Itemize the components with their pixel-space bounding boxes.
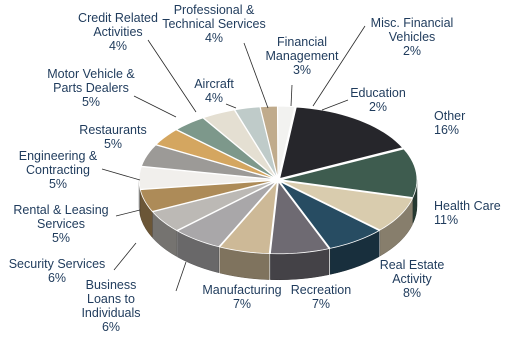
slice-value-label: 2% xyxy=(403,44,421,58)
slice-label-line: Misc. Financial xyxy=(371,16,454,30)
slice-label: Professional & Technical Services 4% xyxy=(162,3,266,45)
label-leader-line xyxy=(321,99,349,111)
slice-label: Business Loans to Individuals 6% xyxy=(81,278,140,334)
label-leader-line xyxy=(147,39,197,113)
slice-label: Financial Management 3% xyxy=(266,35,339,77)
slice-label-line: Manufacturing xyxy=(202,283,281,297)
pie-slice xyxy=(138,166,276,190)
slice-label-line: Financial xyxy=(277,35,327,49)
pie-slice xyxy=(269,180,330,255)
slice-label-line: Contracting xyxy=(26,163,90,177)
slice-label: Misc. Financial Vehicles 2% xyxy=(371,16,454,58)
pie-slice xyxy=(202,109,278,179)
slice-value-label: 4% xyxy=(205,31,223,45)
pie-slice xyxy=(175,117,277,179)
slice-label-line: Technical Services xyxy=(162,17,266,31)
label-leader-line xyxy=(113,242,137,271)
label-leader-line xyxy=(101,168,141,181)
pie-slice xyxy=(277,105,296,179)
slice-value-label: 5% xyxy=(49,177,67,191)
slice-value-label: 3% xyxy=(293,63,311,77)
pie-slice xyxy=(151,180,276,231)
slice-label: Credit Related Activities 4% xyxy=(78,11,158,53)
slice-label-line: Recreation xyxy=(291,283,351,297)
slice-label-line: Education xyxy=(350,86,406,100)
slice-label: Security Services 6% xyxy=(9,257,106,285)
slice-label: Motor Vehicle & Parts Dealers 5% xyxy=(47,67,135,109)
slice-label-line: Security Services xyxy=(9,257,106,271)
pie-slice xyxy=(280,148,418,198)
label-leader-line xyxy=(225,103,237,109)
slice-value-label: 5% xyxy=(104,137,122,151)
pie-slice xyxy=(279,181,381,249)
label-leader-line xyxy=(243,42,269,109)
label-leader-line xyxy=(115,209,141,217)
slice-value-label: 7% xyxy=(312,297,330,311)
slice-value-label: 5% xyxy=(52,231,70,245)
pie-slice xyxy=(176,181,277,248)
slice-label-line: Parts Dealers xyxy=(53,81,129,95)
slice-label: Aircraft 4% xyxy=(194,77,234,105)
slice-label: Restaurants 5% xyxy=(79,123,146,151)
slice-label-line: Aircraft xyxy=(194,77,234,91)
slice-label-line: Activities xyxy=(93,25,142,39)
slice-label: Rental & Leasing Services 5% xyxy=(13,203,108,245)
slice-label: Manufacturing 7% xyxy=(202,283,281,311)
slice-value-label: 8% xyxy=(403,286,421,300)
slice-label-line: Health Care xyxy=(434,199,501,213)
label-leader-line xyxy=(133,95,177,118)
slice-label-line: Individuals xyxy=(81,306,140,320)
slice-value-label: 16% xyxy=(434,123,459,137)
slice-label-line: Real Estate xyxy=(380,258,445,272)
slice-label-line: Motor Vehicle & xyxy=(47,67,135,81)
pie-slice xyxy=(234,106,278,179)
slice-value-label: 6% xyxy=(102,320,120,334)
slice-value-label: 2% xyxy=(369,100,387,114)
slice-label: Real Estate Activity 8% xyxy=(380,258,445,300)
slice-label-line: Professional & xyxy=(174,3,255,17)
slice-value-label: 4% xyxy=(205,91,223,105)
slice-label-line: Services xyxy=(37,217,85,231)
slice-label-line: Loans to xyxy=(87,292,135,306)
slice-value-label: 5% xyxy=(82,95,100,109)
slice-value-label: 7% xyxy=(233,297,251,311)
slice-label-line: Credit Related xyxy=(78,11,158,25)
slice-value-label: 11% xyxy=(434,213,458,227)
slice-label: Health Care 11% xyxy=(434,199,501,227)
slice-label-line: Rental & Leasing xyxy=(13,203,108,217)
slice-value-label: 4% xyxy=(109,39,127,53)
label-leader-line xyxy=(312,25,366,107)
slice-label: Recreation 7% xyxy=(291,283,351,311)
slice-label: Other 16% xyxy=(434,109,465,137)
slice-label-line: Other xyxy=(434,109,465,123)
slice-label-line: Business xyxy=(86,278,137,292)
slice-label-line: Activity xyxy=(392,272,432,286)
slice-label-line: Restaurants xyxy=(79,123,146,137)
slice-label-line: Management xyxy=(266,49,339,63)
pie-slice xyxy=(280,180,414,231)
pie-slice xyxy=(155,129,276,180)
slice-label-line: Vehicles xyxy=(389,30,436,44)
pie-tops xyxy=(138,105,418,255)
pie-slice xyxy=(140,144,276,180)
slice-value-label: 6% xyxy=(48,271,66,285)
pie-slice xyxy=(279,106,404,180)
label-leader-line xyxy=(175,261,187,292)
slice-labels: Other 16%Health Care 11%Real Estate Activit… xyxy=(9,3,501,334)
pie-slice xyxy=(139,180,276,212)
label-leader-line xyxy=(290,84,293,107)
slice-label: Education 2% xyxy=(350,86,406,114)
pie-slice xyxy=(219,180,278,255)
pie-side-walls xyxy=(138,179,418,281)
slice-label-line: Engineering & xyxy=(19,149,98,163)
slice-label: Engineering & Contracting 5% xyxy=(19,149,98,191)
